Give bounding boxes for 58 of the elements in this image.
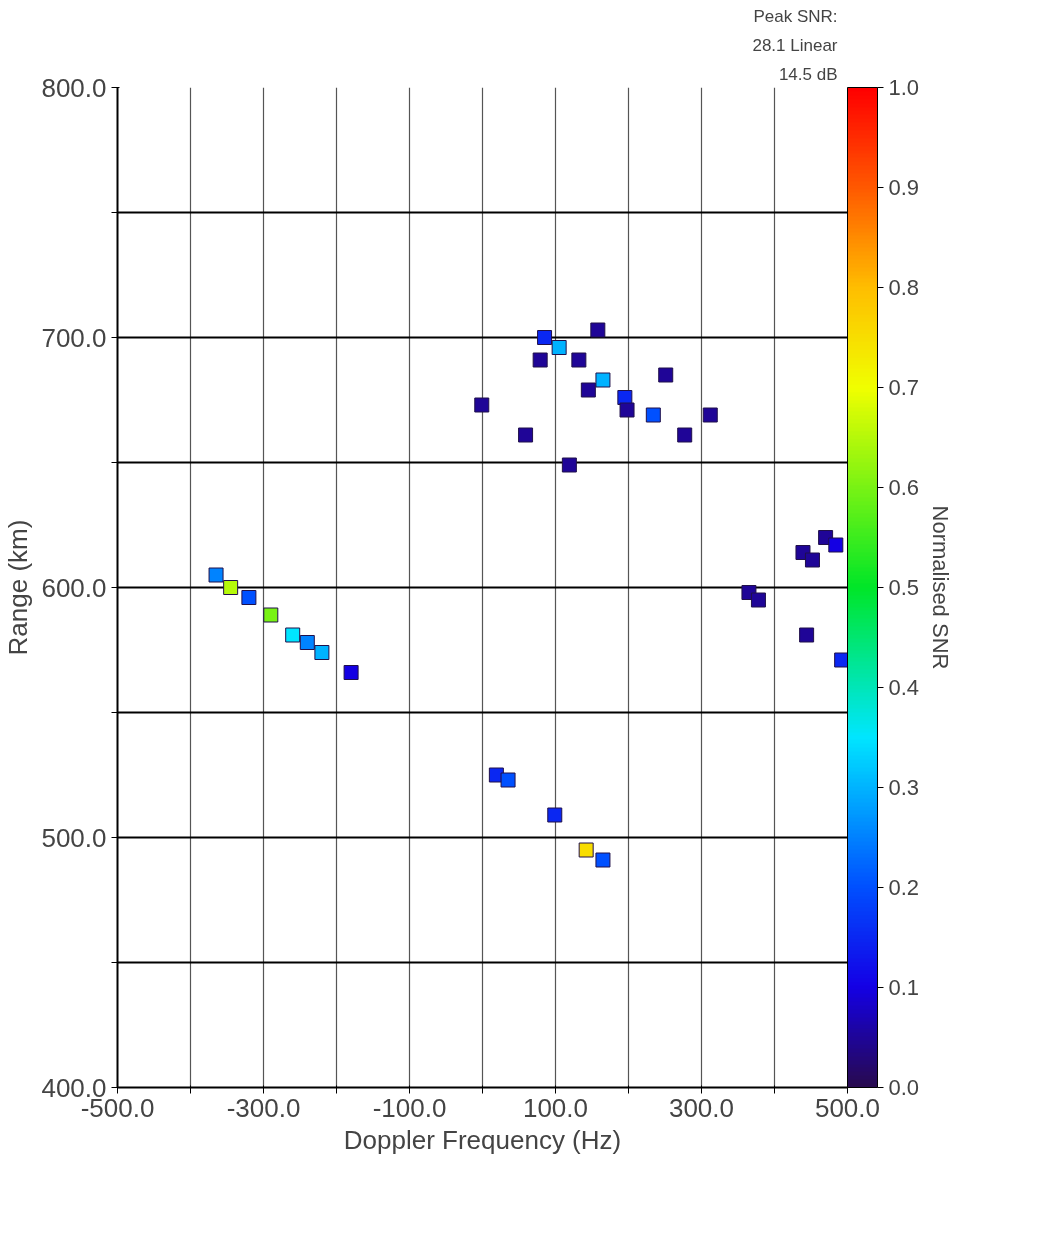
x-tick-label: 100.0 <box>522 1092 589 1123</box>
y-axis-title: Range (km) <box>3 519 34 656</box>
point <box>590 322 606 338</box>
point <box>702 407 718 423</box>
point <box>658 367 674 383</box>
color-bar-label: 0.0 <box>888 1075 920 1100</box>
y-tick-label: 800.0 <box>41 72 107 103</box>
x-tick-label: 500.0 <box>814 1092 881 1123</box>
point <box>561 457 577 473</box>
color-bar-label: 0.5 <box>888 575 920 600</box>
point <box>580 382 596 398</box>
point <box>677 427 693 443</box>
color-bar-label: 0.6 <box>888 475 920 500</box>
y-tick-label: 700.0 <box>41 322 107 353</box>
color-bar-label: 0.4 <box>888 675 920 700</box>
point <box>208 567 224 583</box>
point <box>299 635 315 650</box>
point <box>537 330 553 345</box>
point <box>547 807 563 823</box>
point <box>828 537 844 553</box>
color-bar-label: 0.7 <box>888 375 920 400</box>
point <box>285 627 301 643</box>
point <box>834 652 848 668</box>
y-tick-label: 500.0 <box>41 822 107 853</box>
point <box>532 352 548 368</box>
color-bar-label: 0.8 <box>888 275 920 300</box>
point <box>241 590 257 605</box>
text: Peak SNR: <box>753 6 838 26</box>
y-tick-label: 600.0 <box>41 572 107 603</box>
x-tick-label: -100.0 <box>372 1092 447 1123</box>
point <box>263 607 279 623</box>
point <box>804 552 820 568</box>
text: 28.1 Linear <box>752 35 838 55</box>
point <box>645 407 661 423</box>
point <box>223 580 239 595</box>
point <box>595 852 611 868</box>
color-bar-label: 0.2 <box>888 875 920 900</box>
point <box>551 340 567 355</box>
x-tick-label: -300.0 <box>226 1092 301 1123</box>
color-bar-label: 1.0 <box>888 75 920 100</box>
point <box>518 427 534 443</box>
point <box>343 665 359 680</box>
text: 14.5 dB <box>778 64 838 84</box>
point <box>619 402 635 418</box>
point <box>500 772 516 788</box>
color-bar-label: 0.1 <box>888 975 920 1000</box>
point <box>578 842 594 858</box>
point <box>799 627 815 643</box>
color-bar-label: 0.9 <box>888 175 920 200</box>
color-bar-label: 0.3 <box>888 775 920 800</box>
point <box>750 592 766 608</box>
point <box>595 372 611 388</box>
x-tick-label: 300.0 <box>668 1092 735 1123</box>
point <box>571 352 587 368</box>
point <box>474 397 490 413</box>
point <box>314 645 330 660</box>
color-bar-title: Normalised SNR <box>927 505 953 670</box>
x-axis-title: Doppler Frequency (Hz) <box>343 1124 622 1155</box>
